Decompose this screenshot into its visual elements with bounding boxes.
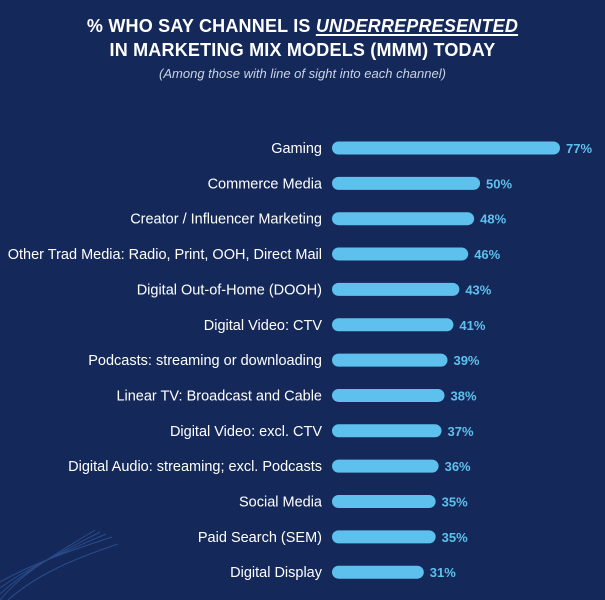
chart-subtitle: (Among those with line of sight into eac… (159, 66, 446, 81)
value-label: 36% (445, 459, 471, 474)
chart-header: % WHO SAY CHANNEL IS UNDERREPRESENTED IN… (0, 14, 605, 82)
bar (332, 282, 460, 296)
value-label: 43% (465, 282, 491, 297)
chart-title-line-1: % WHO SAY CHANNEL IS UNDERREPRESENTED (0, 14, 605, 38)
value-label: 38% (451, 388, 477, 403)
bar (332, 530, 436, 544)
category-label: Digital Video: CTV (204, 318, 323, 334)
bar (332, 212, 475, 226)
value-label: 48% (480, 212, 506, 227)
chart-title-emphasis: UNDERREPRESENTED (315, 16, 519, 36)
category-label: Linear TV: Broadcast and Cable (116, 388, 322, 404)
category-label: Digital Display (230, 565, 323, 581)
bar (332, 565, 424, 579)
category-label: Digital Video: excl. CTV (170, 424, 322, 440)
chart-title-line-2: IN MARKETING MIX MODELS (MMM) TODAY (109, 40, 496, 60)
value-label: 50% (486, 176, 512, 191)
value-label: 77% (566, 141, 592, 156)
value-label: 35% (442, 495, 468, 510)
value-label: 35% (442, 530, 468, 545)
bar (332, 318, 454, 332)
bar (332, 495, 436, 508)
category-label: Creator / Influencer Marketing (130, 212, 322, 228)
category-label: Digital Audio: streaming; excl. Podcasts (68, 459, 322, 475)
value-label: 31% (430, 565, 456, 580)
bar (332, 141, 560, 155)
category-label: Social Media (239, 495, 323, 511)
bar (332, 388, 445, 402)
bar (332, 424, 442, 438)
category-label: Other Trad Media: Radio, Print, OOH, Dir… (8, 247, 322, 263)
category-label: Commerce Media (208, 176, 323, 192)
value-label: 46% (474, 247, 500, 262)
value-label: 37% (448, 424, 474, 439)
bar (332, 247, 469, 261)
bar (332, 353, 448, 367)
category-label: Digital Out-of-Home (DOOH) (137, 282, 322, 298)
category-label: Podcasts: streaming or downloading (88, 353, 322, 369)
category-label: Gaming (271, 141, 322, 157)
value-label: 39% (453, 353, 479, 368)
bar (332, 459, 439, 473)
bar (332, 176, 481, 190)
chart-title-prefix: % WHO SAY CHANNEL IS (86, 16, 311, 36)
value-label: 41% (459, 318, 485, 333)
category-label: Paid Search (SEM) (198, 530, 322, 546)
